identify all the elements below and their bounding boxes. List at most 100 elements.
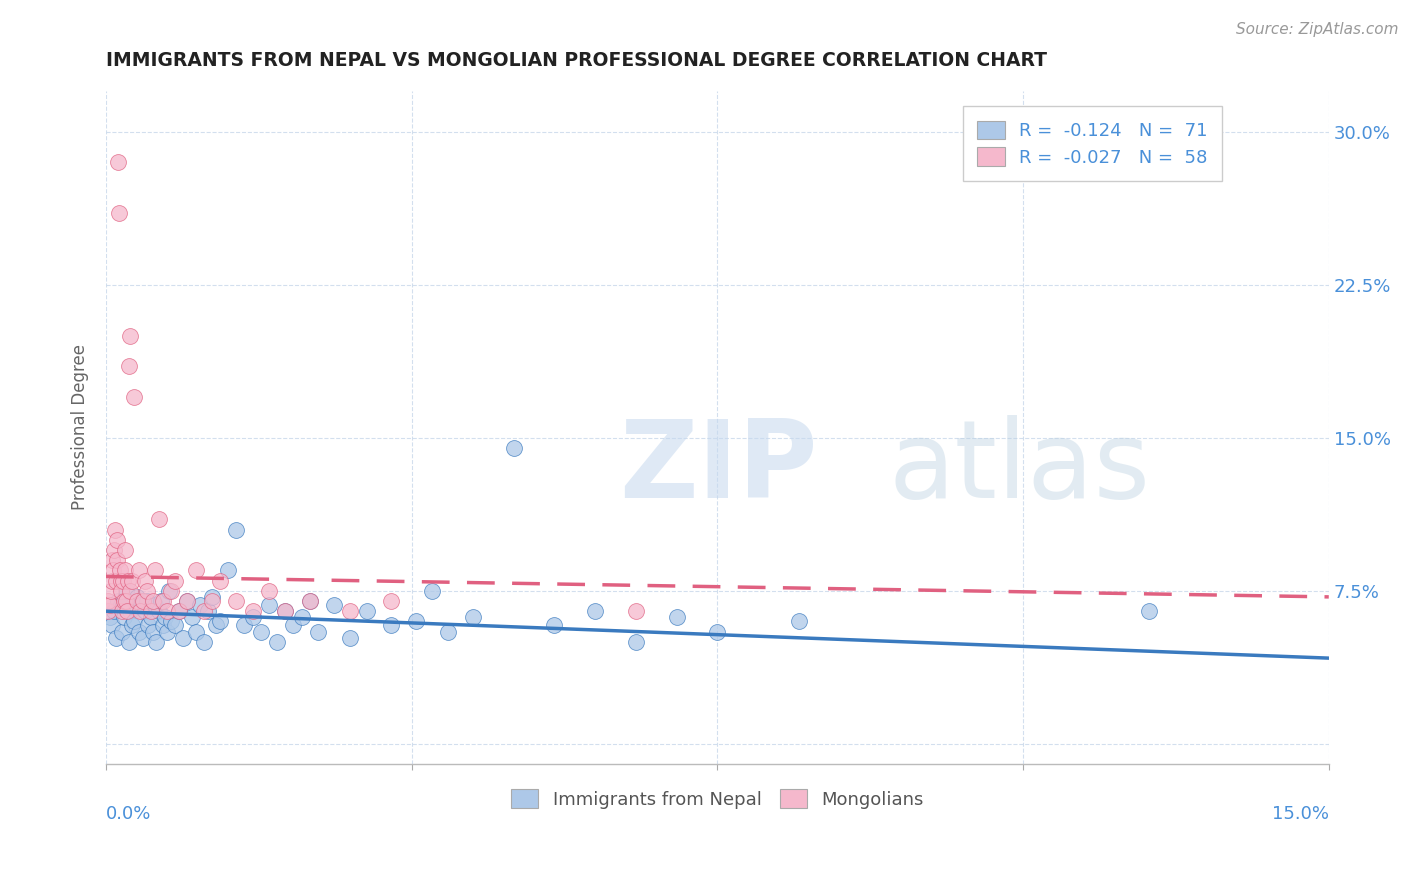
Point xyxy=(257,598,280,612)
Point xyxy=(139,604,162,618)
Point xyxy=(104,631,127,645)
Point xyxy=(160,615,183,629)
Point xyxy=(121,618,143,632)
Point xyxy=(356,604,378,618)
Point xyxy=(225,523,247,537)
Point xyxy=(134,604,156,618)
Point xyxy=(193,604,215,618)
Point xyxy=(274,604,297,618)
Point xyxy=(111,604,134,618)
Point xyxy=(420,583,443,598)
Point xyxy=(184,563,207,577)
Point xyxy=(125,590,148,604)
Point xyxy=(112,594,135,608)
Point xyxy=(156,604,179,618)
Point xyxy=(142,624,165,639)
Point xyxy=(217,563,239,577)
Point xyxy=(136,618,159,632)
Point xyxy=(134,574,156,588)
Point xyxy=(118,635,141,649)
Point xyxy=(188,598,211,612)
Point xyxy=(115,594,138,608)
Point xyxy=(129,598,152,612)
Point xyxy=(1139,604,1161,618)
Point xyxy=(706,624,728,639)
Point xyxy=(107,594,129,608)
Point xyxy=(176,594,198,608)
Point xyxy=(145,635,167,649)
Point xyxy=(101,618,124,632)
Point xyxy=(124,390,146,404)
Point xyxy=(104,523,127,537)
Point xyxy=(98,610,121,624)
Point xyxy=(98,598,121,612)
Point xyxy=(153,610,176,624)
Point xyxy=(118,328,141,343)
Point xyxy=(101,553,124,567)
Point xyxy=(339,604,361,618)
Point xyxy=(107,155,129,169)
Text: 0.0%: 0.0% xyxy=(105,805,152,822)
Point xyxy=(103,543,125,558)
Point xyxy=(139,610,162,624)
Point xyxy=(124,615,146,629)
Point xyxy=(120,604,142,618)
Point xyxy=(129,604,152,618)
Point xyxy=(266,635,288,649)
Point xyxy=(274,604,297,618)
Point xyxy=(131,631,153,645)
Point xyxy=(290,610,312,624)
Point xyxy=(111,624,134,639)
Point xyxy=(184,624,207,639)
Point xyxy=(105,553,128,567)
Point xyxy=(405,615,427,629)
Point xyxy=(150,594,173,608)
Point xyxy=(205,618,228,632)
Text: ZIP: ZIP xyxy=(620,415,818,521)
Point xyxy=(225,594,247,608)
Point xyxy=(105,533,128,547)
Point xyxy=(787,615,810,629)
Point xyxy=(159,583,181,598)
Point xyxy=(193,635,215,649)
Point xyxy=(115,583,138,598)
Point xyxy=(97,594,120,608)
Point xyxy=(110,583,132,598)
Point xyxy=(323,598,346,612)
Point xyxy=(339,631,361,645)
Point xyxy=(249,624,271,639)
Point xyxy=(169,604,191,618)
Point xyxy=(103,604,125,618)
Point xyxy=(112,574,135,588)
Point xyxy=(128,624,150,639)
Text: atlas: atlas xyxy=(889,415,1150,521)
Point xyxy=(118,359,141,374)
Point xyxy=(283,618,305,632)
Point xyxy=(143,598,166,612)
Point xyxy=(112,610,135,624)
Point xyxy=(169,604,191,618)
Point xyxy=(108,206,131,220)
Point xyxy=(100,583,122,598)
Point xyxy=(583,604,606,618)
Y-axis label: Professional Degree: Professional Degree xyxy=(72,344,89,510)
Point xyxy=(176,594,198,608)
Point xyxy=(148,512,170,526)
Point xyxy=(242,610,264,624)
Point xyxy=(165,574,187,588)
Point xyxy=(121,574,143,588)
Point xyxy=(209,615,232,629)
Point xyxy=(135,583,157,598)
Point xyxy=(298,594,321,608)
Point xyxy=(380,594,402,608)
Point xyxy=(120,583,142,598)
Point xyxy=(115,604,138,618)
Point xyxy=(148,604,170,618)
Point xyxy=(543,618,565,632)
Text: IMMIGRANTS FROM NEPAL VS MONGOLIAN PROFESSIONAL DEGREE CORRELATION CHART: IMMIGRANTS FROM NEPAL VS MONGOLIAN PROFE… xyxy=(105,51,1047,70)
Point xyxy=(114,543,136,558)
Point xyxy=(152,618,174,632)
Point xyxy=(135,594,157,608)
Point xyxy=(100,574,122,588)
Point xyxy=(172,631,194,645)
